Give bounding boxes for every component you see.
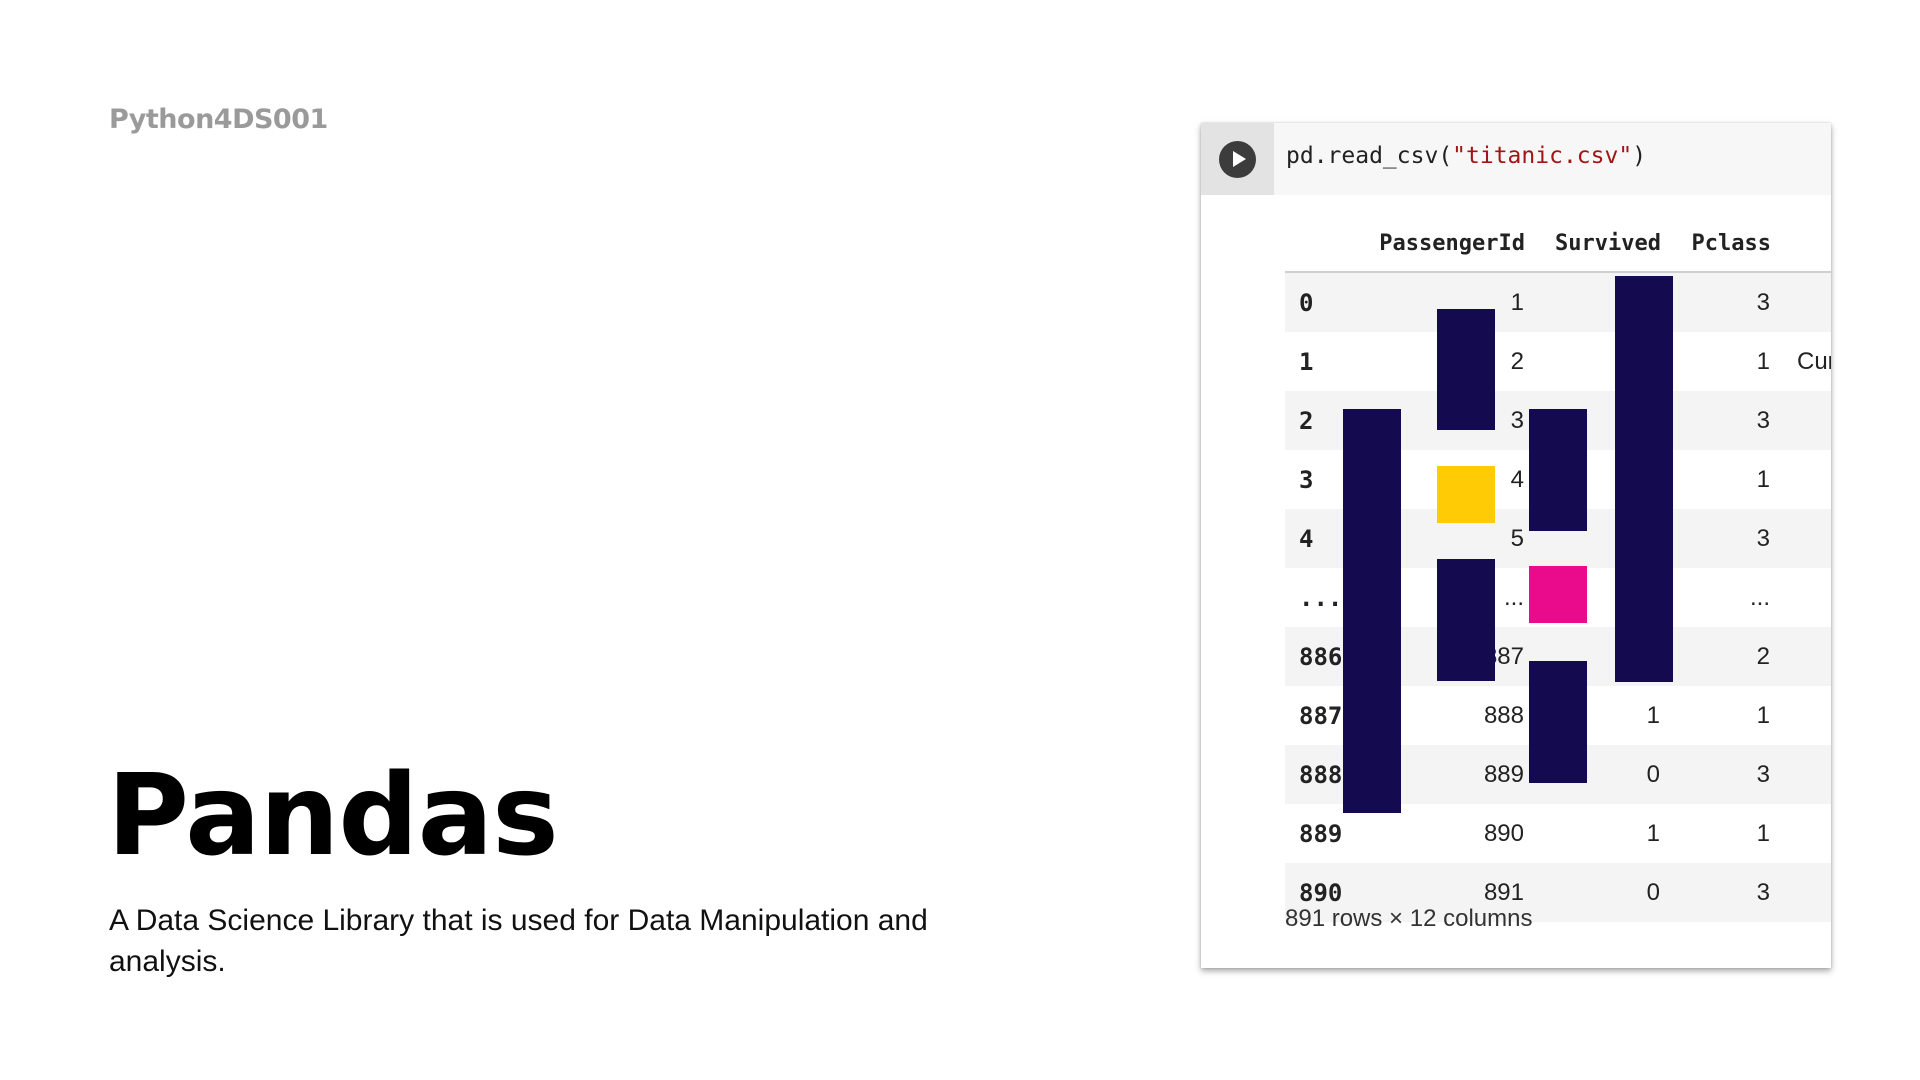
table-row: ......... [1285,568,1831,627]
decor-bar [1437,559,1495,681]
table-row: 889 890 1 1 [1285,804,1831,863]
cell-name [1771,391,1831,450]
table-row: 3 4 1 [1285,450,1831,509]
decor-square-yellow [1437,466,1495,523]
cell-survived: 0 [1525,863,1661,922]
cell-pclass: 3 [1661,863,1771,922]
column-header: Pclass [1661,216,1771,273]
cell-pclass: 3 [1661,391,1771,450]
cell-passengerid: 4 [1510,465,1524,493]
row-index: 0 [1285,272,1375,332]
row-index: 887 [1299,701,1343,730]
cell-name [1771,450,1831,509]
row-index: 3 [1299,465,1314,494]
row-index: 889 [1299,819,1343,848]
slide-title: Pandas [107,751,559,881]
decor-bar [1529,409,1587,531]
cell-pclass: 3 [1661,272,1771,332]
cell-name [1771,863,1831,922]
table-row: 1 2 1 Cur [1285,332,1831,391]
slide-subtitle: A Data Science Library that is used for … [109,904,928,978]
code-suffix: ) [1632,143,1647,169]
code-text[interactable]: pd.read_csv("titanic.csv") [1286,143,1646,169]
cell-pclass: 1 [1756,819,1770,847]
decor-bar [1343,409,1401,813]
notebook-cell: pd.read_csv("titanic.csv") PassengerId S… [1201,123,1831,968]
cell-pclass: 1 [1756,465,1770,493]
cell-pclass: 2 [1661,627,1771,686]
table-row: 887 888 1 1 [1285,686,1831,745]
dataframe-shape: 891 rows × 12 columns [1285,905,1533,932]
cell-passengerid: 2 [1510,347,1524,375]
cell-pclass: 3 [1661,745,1771,804]
code-cell[interactable]: pd.read_csv("titanic.csv") [1201,123,1831,195]
cell-survived: 1 [1646,819,1660,847]
table-row: 890 891 0 3 [1285,863,1831,922]
decor-square-magenta [1529,566,1587,623]
cell-survived: 1 [1646,701,1660,729]
cell-passengerid: 891 [1375,863,1525,922]
row-index: ... [1299,583,1343,612]
decor-bar [1529,661,1587,783]
column-header: PassengerId [1375,216,1525,273]
cell-pclass: 3 [1661,509,1771,568]
cell-passengerid: 890 [1483,819,1524,847]
table-header-row: PassengerId Survived Pclass [1285,216,1831,273]
column-header: Survived [1525,216,1661,273]
cell-name [1771,568,1831,627]
cell-name [1771,272,1831,332]
cell-name [1771,627,1831,686]
cell-name [1771,509,1831,568]
row-index: 890 [1285,863,1375,922]
decor-bar [1615,276,1673,682]
column-header [1285,216,1375,273]
cell-name [1771,804,1831,863]
decor-bar [1437,309,1495,430]
column-header [1771,216,1831,273]
cell-passengerid: ... [1503,583,1524,611]
cell-passengerid: 888 [1483,701,1524,729]
code-string: "titanic.csv" [1452,143,1633,169]
slide-kicker: Python4DS001 [109,104,328,135]
play-icon[interactable] [1219,141,1256,178]
run-gutter [1201,123,1274,195]
cell-name [1771,686,1831,745]
code-prefix: pd.read_csv( [1286,143,1453,169]
cell-name: Cur [1797,347,1831,375]
cell-pclass: 1 [1756,701,1770,729]
cell-pclass: 1 [1756,347,1770,375]
cell-pclass: ... [1749,583,1770,611]
cell-name [1771,745,1831,804]
row-index: 1 [1299,347,1314,376]
